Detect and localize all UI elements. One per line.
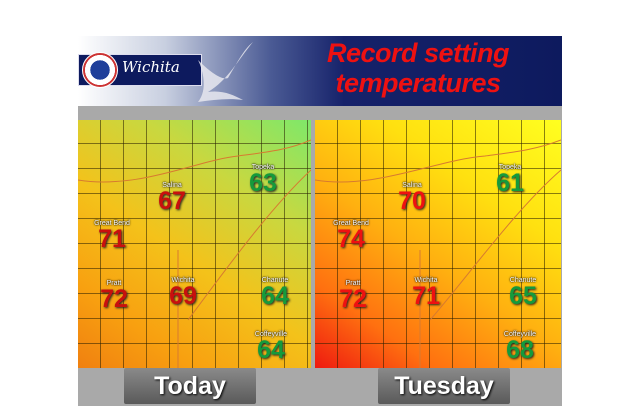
nws-seal-logo	[82, 52, 118, 88]
city-salina: Salina 67	[158, 182, 186, 215]
highways	[78, 139, 311, 368]
city-wichita: Wichita 69	[169, 277, 197, 310]
city-name: Wichita	[414, 277, 438, 284]
county-lines	[78, 120, 311, 368]
temperature-value: 70	[398, 187, 426, 215]
temperature-value: 64	[257, 336, 285, 364]
temperature-value: 72	[100, 285, 128, 313]
city-name: Pratt	[345, 280, 361, 287]
city-name: Salina	[402, 182, 422, 189]
temperature-value: 61	[496, 169, 524, 197]
city-topeka: Topeka 61	[496, 164, 524, 197]
title-line-2: temperatures	[335, 68, 501, 98]
office-name: Wichita	[122, 58, 180, 76]
city-wichita: Wichita 71	[412, 277, 440, 310]
city-name: Chanute	[509, 277, 537, 284]
city-topeka: Topeka 63	[249, 164, 277, 197]
city-coffeyville: Coffeyville 64	[254, 331, 288, 364]
city-salina: Salina 70	[398, 182, 426, 215]
city-name: Coffeyville	[503, 331, 537, 338]
city-name: Topeka	[251, 164, 275, 171]
temperature-value: 71	[412, 282, 440, 310]
city-name: Chanute	[261, 277, 289, 284]
temperature-value: 67	[158, 187, 186, 215]
temperature-value: 72	[339, 285, 367, 313]
day-label-today: Today	[124, 368, 256, 404]
temperature-value: 69	[169, 282, 197, 310]
temperature-value: 74	[337, 225, 365, 253]
city-chanute: Chanute 65	[509, 277, 537, 310]
weather-graphic: Wichita Record setting temperatures Tope…	[78, 36, 562, 406]
temperature-value: 65	[509, 282, 537, 310]
day-label-tuesday: Tuesday	[378, 368, 510, 404]
city-great-bend: Great Bend 74	[333, 220, 369, 253]
temperature-value: 64	[261, 282, 289, 310]
map-today: Topeka 63 Salina 67 Great Bend 71 Pratt 72 W…	[78, 120, 311, 368]
city-name: Pratt	[106, 280, 122, 287]
header-banner: Wichita Record setting temperatures	[78, 36, 562, 106]
temperature-value: 63	[249, 169, 277, 197]
city-chanute: Chanute 64	[261, 277, 289, 310]
highways	[315, 139, 561, 368]
page-title: Record setting temperatures	[278, 38, 558, 98]
city-name: Salina	[162, 182, 182, 189]
city-pratt: Pratt 72	[100, 280, 128, 313]
county-lines	[315, 120, 561, 368]
city-name: Coffeyville	[254, 331, 288, 338]
city-name: Great Bend	[94, 220, 130, 227]
city-name: Wichita	[171, 277, 195, 284]
city-great-bend: Great Bend 71	[94, 220, 130, 253]
temperature-value: 68	[506, 336, 534, 364]
temperature-value: 71	[98, 225, 126, 253]
city-pratt: Pratt 72	[339, 280, 367, 313]
map-tuesday: Topeka 61 Salina 70 Great Bend 74 Pratt 72 W…	[315, 120, 561, 368]
city-name: Great Bend	[333, 220, 369, 227]
bird-icon	[198, 42, 253, 102]
city-name: Topeka	[498, 164, 522, 171]
city-coffeyville: Coffeyville 68	[503, 331, 537, 364]
title-line-1: Record setting	[326, 38, 510, 68]
